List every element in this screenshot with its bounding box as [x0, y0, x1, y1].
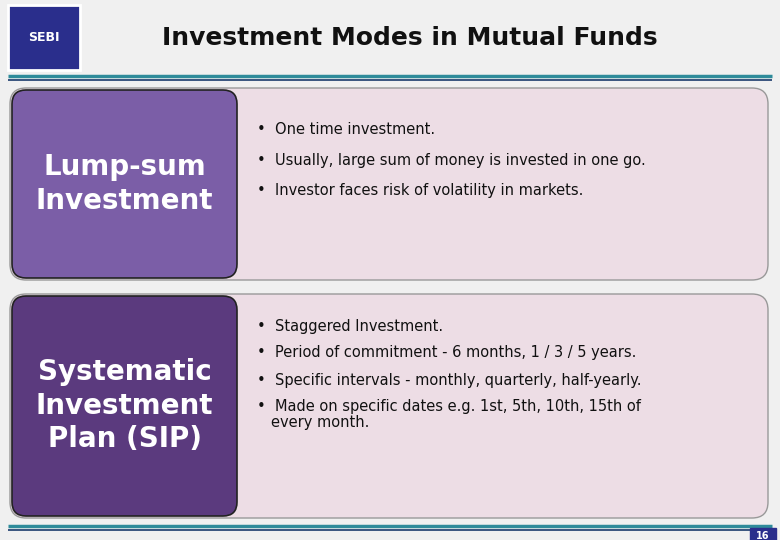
Text: •  One time investment.: • One time investment.: [257, 123, 435, 138]
FancyBboxPatch shape: [8, 5, 80, 70]
Text: •  Investor faces risk of volatility in markets.: • Investor faces risk of volatility in m…: [257, 183, 583, 198]
FancyBboxPatch shape: [12, 296, 237, 516]
Text: Investment Modes in Mutual Funds: Investment Modes in Mutual Funds: [162, 26, 658, 50]
Text: •  Staggered Investment.: • Staggered Investment.: [257, 319, 443, 334]
FancyBboxPatch shape: [10, 88, 768, 280]
FancyBboxPatch shape: [12, 90, 237, 278]
Text: •  Specific intervals - monthly, quarterly, half-yearly.: • Specific intervals - monthly, quarterl…: [257, 373, 641, 388]
Text: •  Made on specific dates e.g. 1st, 5th, 10th, 15th of: • Made on specific dates e.g. 1st, 5th, …: [257, 400, 641, 415]
Text: 16: 16: [757, 531, 770, 540]
Text: Lump-sum
Investment: Lump-sum Investment: [36, 153, 213, 215]
Text: SEBI: SEBI: [28, 31, 60, 44]
Text: •  Usually, large sum of money is invested in one go.: • Usually, large sum of money is investe…: [257, 152, 646, 167]
Text: every month.: every month.: [271, 415, 370, 430]
FancyBboxPatch shape: [750, 528, 776, 540]
Text: •  Period of commitment - 6 months, 1 / 3 / 5 years.: • Period of commitment - 6 months, 1 / 3…: [257, 346, 636, 361]
Text: Systematic
Investment
Plan (SIP): Systematic Investment Plan (SIP): [36, 359, 213, 454]
FancyBboxPatch shape: [10, 294, 768, 518]
